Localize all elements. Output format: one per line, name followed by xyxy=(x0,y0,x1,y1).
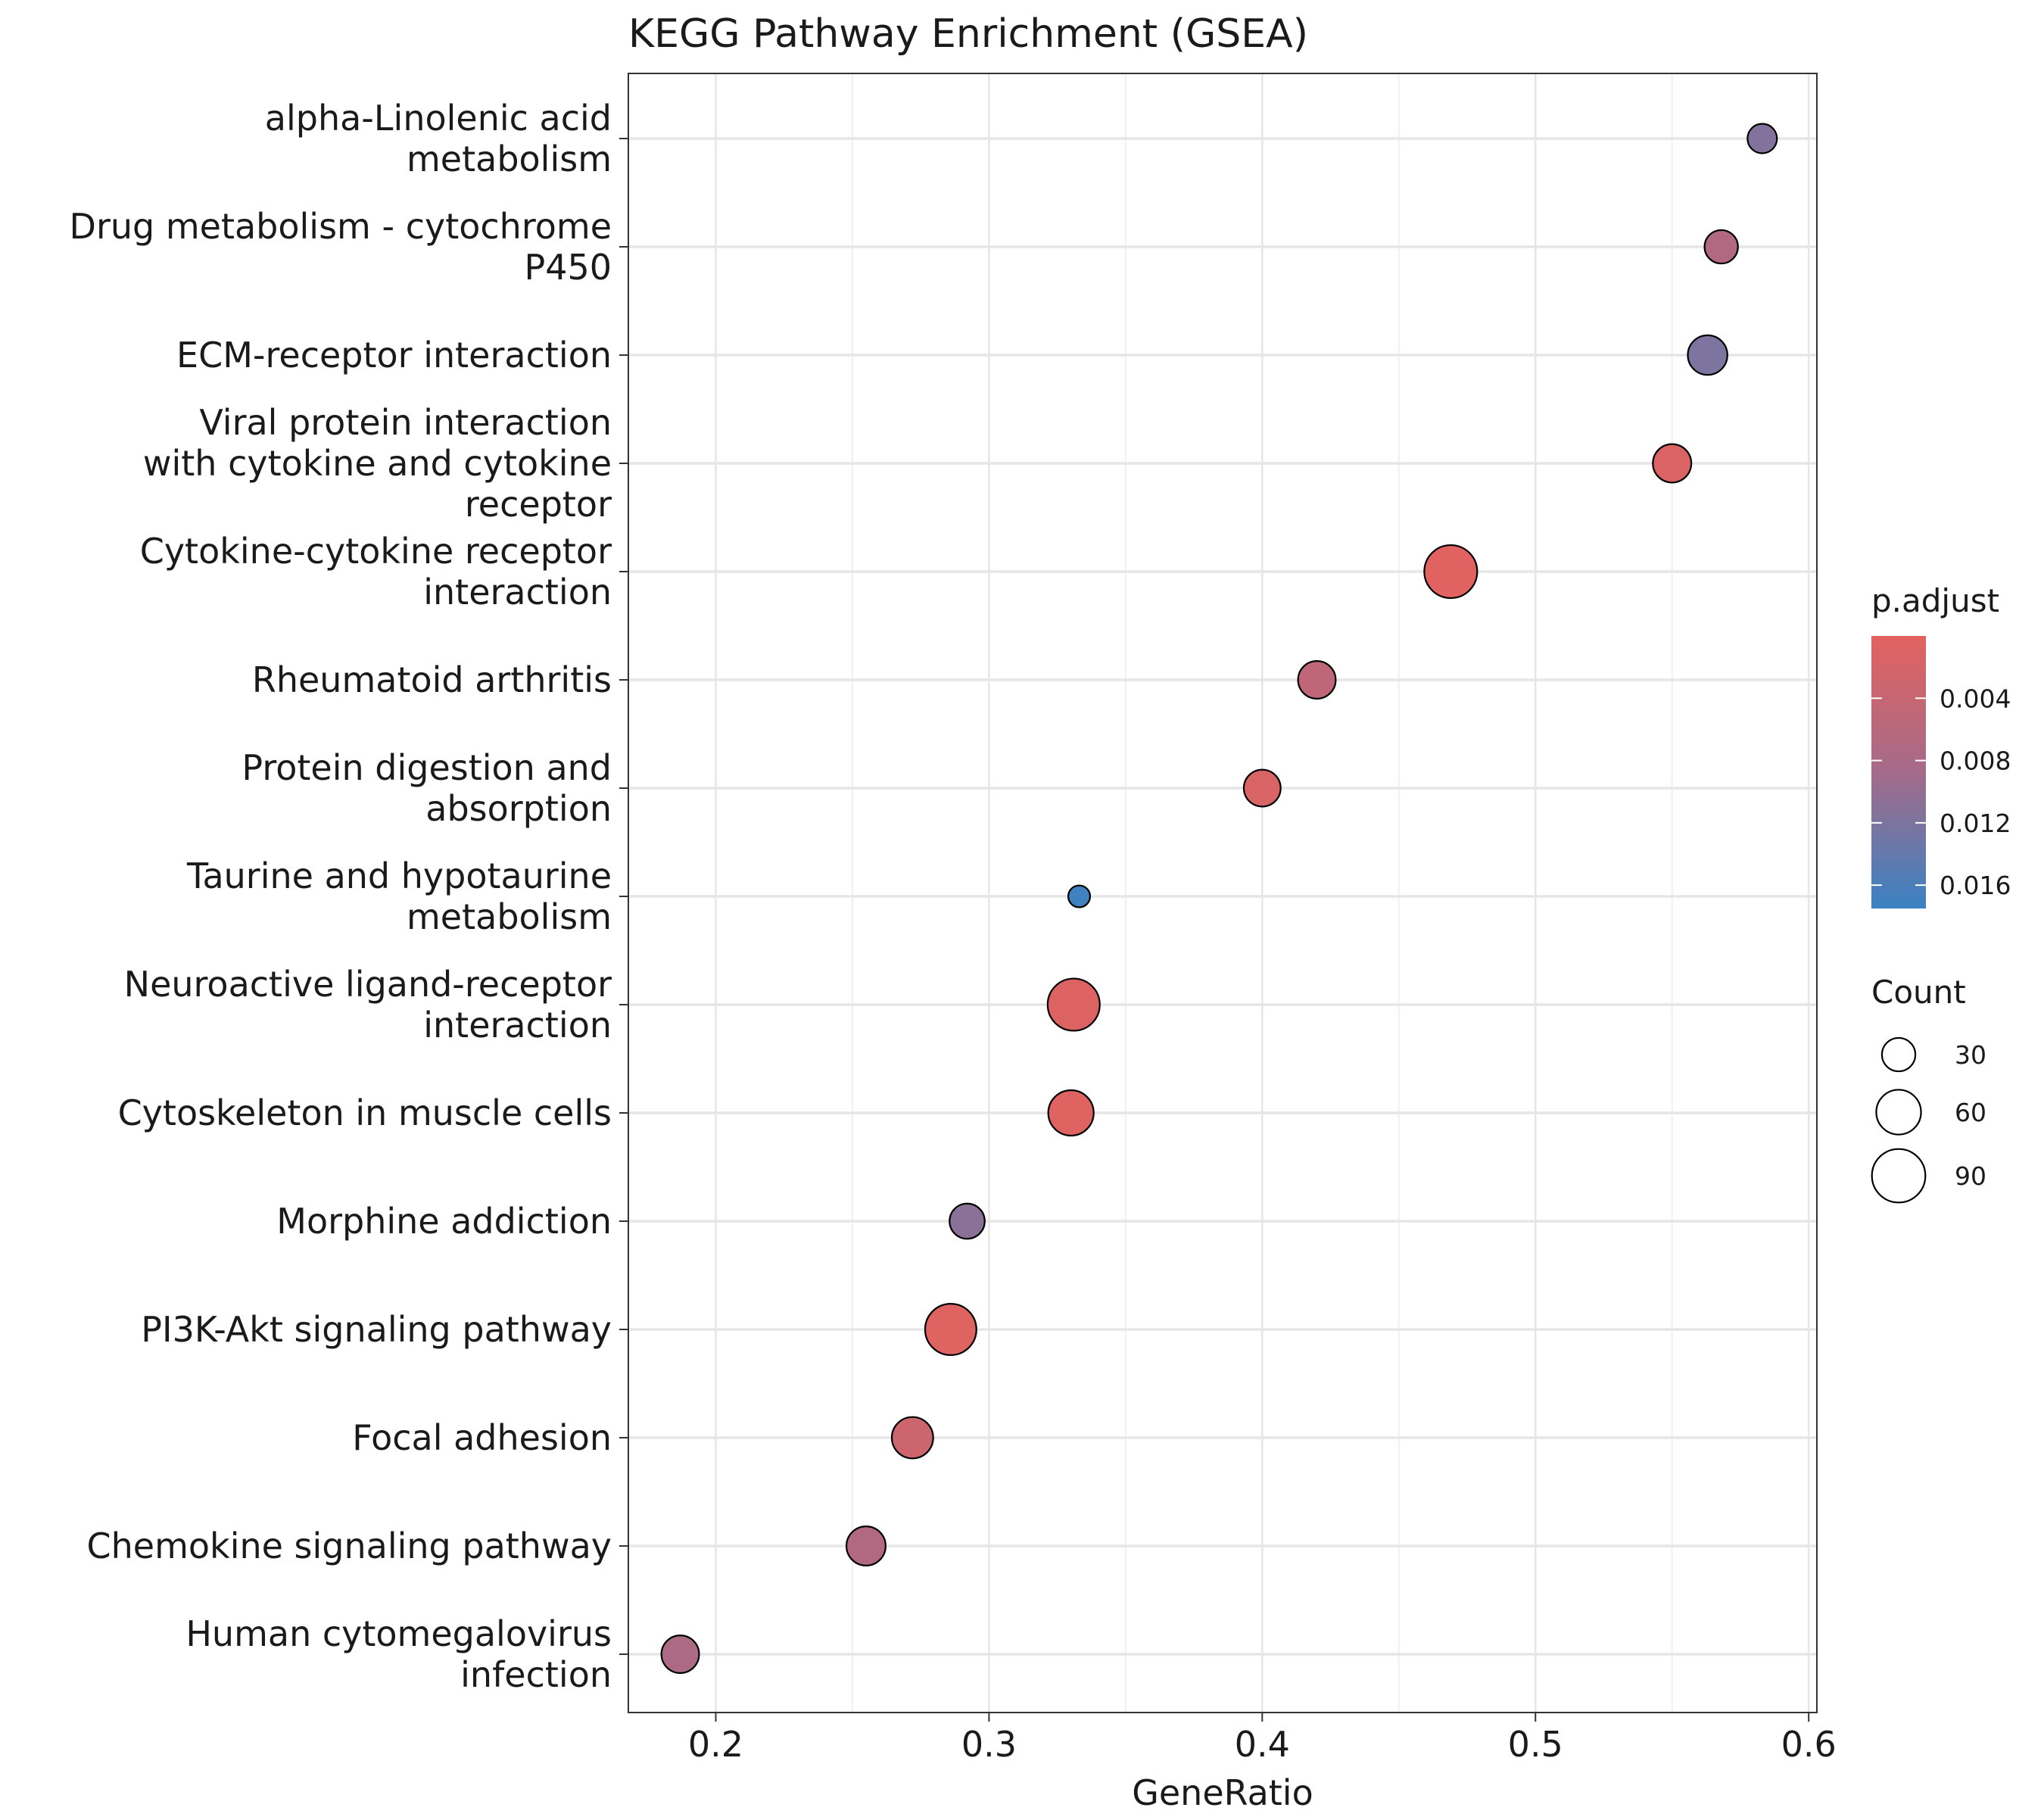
y-tick-label: Focal adhesion xyxy=(352,1417,612,1458)
data-point xyxy=(1687,334,1728,376)
size-legend-label: 90 xyxy=(1955,1161,1986,1191)
y-tick-label: Taurine and hypotaurine xyxy=(186,856,612,896)
y-tick-label: Morphine addiction xyxy=(276,1201,612,1242)
size-legend-title: Count xyxy=(1871,974,1966,1011)
color-tick-label: 0.012 xyxy=(1940,809,2011,838)
color-legend-title: p.adjust xyxy=(1871,582,1999,619)
x-axis: 0.2 0.3 0.4 0.5 0.6 xyxy=(688,1713,1837,1765)
size-legend: Count 30 60 90 xyxy=(1871,974,1986,1204)
y-tick-label: Neuroactive ligand-receptor xyxy=(124,964,612,1005)
data-point xyxy=(924,1303,977,1356)
plot-panel xyxy=(628,73,1818,1713)
color-legend: p.adjust 0.004 0.008 0.012 0.016 xyxy=(1871,582,2011,908)
y-tick-label: interaction xyxy=(423,572,612,612)
data-point xyxy=(890,1416,934,1460)
y-tick-label: Rheumatoid arthritis xyxy=(252,659,612,700)
y-tick-label: receptor xyxy=(465,484,612,525)
y-tick-label: ECM-receptor interaction xyxy=(176,335,612,376)
y-tick-label: Human cytomegalovirus xyxy=(185,1613,612,1654)
x-tick-label: 0.2 xyxy=(688,1724,743,1765)
size-legend-label: 60 xyxy=(1955,1098,1986,1127)
data-point xyxy=(1047,1089,1095,1137)
y-tick-label: Drug metabolism - cytochrome xyxy=(70,206,612,247)
x-tick-label: 0.3 xyxy=(961,1724,1017,1765)
y-tick-label: interaction xyxy=(423,1005,612,1046)
data-point xyxy=(1242,768,1282,808)
grid xyxy=(628,73,1817,1713)
color-tick-label: 0.008 xyxy=(1940,746,2011,776)
size-legend-circle xyxy=(1880,1036,1917,1073)
data-point xyxy=(1067,884,1092,908)
y-tick-label: infection xyxy=(460,1654,612,1695)
y-tick-label: Cytokine-cytokine receptor xyxy=(140,531,612,572)
data-point xyxy=(846,1526,886,1566)
y-tick-label: Viral protein interaction xyxy=(199,402,612,443)
y-tick-label: PI3K-Akt signaling pathway xyxy=(141,1309,612,1350)
data-point xyxy=(1746,123,1778,154)
size-legend-items: 30 60 90 xyxy=(1871,1036,1986,1204)
y-tick-label: alpha-Linolenic acid xyxy=(265,98,612,139)
y-tick-label: absorption xyxy=(425,788,612,829)
x-tick-label: 0.4 xyxy=(1235,1724,1290,1765)
y-tick-label: P450 xyxy=(524,247,612,288)
size-legend-circle xyxy=(1875,1089,1922,1136)
size-legend-circle xyxy=(1871,1148,1927,1204)
chart-title: KEGG Pathway Enrichment (GSEA) xyxy=(628,11,1308,57)
y-tick-label: metabolism xyxy=(407,139,612,179)
y-tick-label: Chemokine signaling pathway xyxy=(87,1526,612,1566)
color-tick-label: 0.004 xyxy=(1940,684,2011,713)
y-tick-label: with cytokine and cytokine xyxy=(143,443,612,484)
x-axis-label: GeneRatio xyxy=(1132,1772,1313,1813)
data-point xyxy=(660,1635,700,1674)
data-point xyxy=(949,1202,986,1240)
color-tick-label: 0.016 xyxy=(1940,871,2011,900)
x-tick-label: 0.6 xyxy=(1781,1724,1837,1765)
data-point xyxy=(1652,443,1693,484)
y-tick-label: Protein digestion and xyxy=(241,747,612,788)
y-tick-label: Cytoskeleton in muscle cells xyxy=(118,1092,612,1133)
data-point xyxy=(1423,544,1478,600)
x-tick-label: 0.5 xyxy=(1508,1724,1563,1765)
size-legend-label: 30 xyxy=(1955,1040,1986,1070)
data-point xyxy=(1297,660,1337,700)
color-legend-bar xyxy=(1871,636,1926,908)
data-point xyxy=(1046,977,1101,1032)
color-legend-ticks: 0.004 0.008 0.012 0.016 xyxy=(1871,684,2011,900)
data-point xyxy=(1703,229,1739,265)
y-tick-label: metabolism xyxy=(407,896,612,937)
points xyxy=(660,123,1778,1674)
